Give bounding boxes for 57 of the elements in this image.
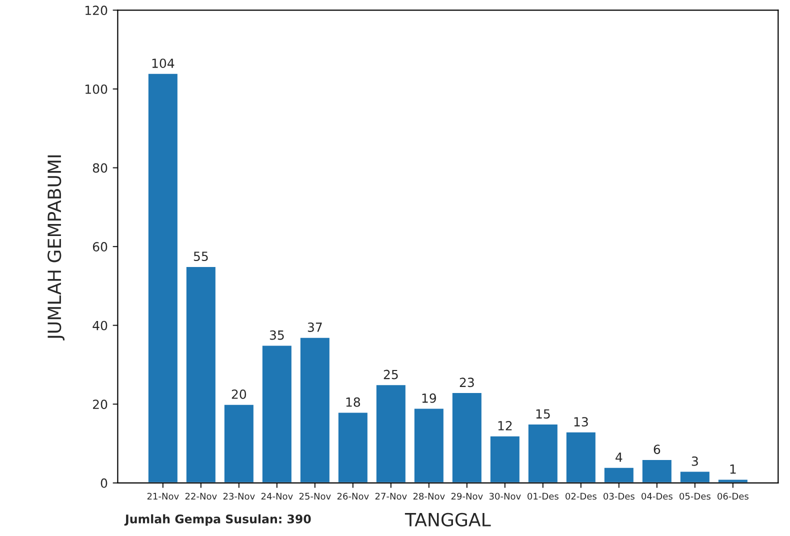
data-label: 55 xyxy=(194,252,208,262)
x-tick-label: 29-Nov xyxy=(451,492,483,500)
y-tick-label: 0 xyxy=(100,478,108,488)
bar xyxy=(223,403,255,483)
data-label: 35 xyxy=(270,330,284,340)
bar xyxy=(299,336,331,483)
data-label: 25 xyxy=(384,370,398,380)
y-tick-label: 80 xyxy=(92,163,108,173)
y-tick-label: 120 xyxy=(86,6,108,16)
data-label: 23 xyxy=(460,378,474,388)
bar xyxy=(451,392,483,483)
y-tick-label: 20 xyxy=(93,400,108,410)
x-tick-label: 06-Des xyxy=(718,492,748,500)
x-tick-label: 24-Nov xyxy=(261,492,293,500)
x-tick-label: 25-Nov xyxy=(299,492,331,500)
x-tick-label: 22-Nov xyxy=(185,492,217,500)
text: Jumlah Gempa Susulan: 390 xyxy=(124,514,311,526)
data-label: 19 xyxy=(422,393,436,403)
data-label: 1 xyxy=(730,464,736,474)
data-label: 6 xyxy=(654,444,660,454)
x-tick-label: 05-Des xyxy=(680,492,710,500)
y-tick-label: 100 xyxy=(86,84,108,94)
bar xyxy=(603,466,635,483)
y-axis-title: JUMLAH GEMPABUMI xyxy=(48,155,65,340)
data-label: 104 xyxy=(152,58,174,68)
x-tick-label: 23-Nov xyxy=(223,492,255,500)
x-tick-label: 03-Des xyxy=(604,492,634,500)
data-label: 12 xyxy=(498,421,512,430)
x-axis-title: TANGGAL xyxy=(404,512,491,526)
bar xyxy=(527,423,559,483)
bar xyxy=(489,434,521,483)
bar xyxy=(261,344,293,483)
x-tick-label: 26-Nov xyxy=(337,492,369,500)
bar xyxy=(565,431,597,483)
y-tick-label: 40 xyxy=(92,320,108,330)
x-tick-label: 21-Nov xyxy=(147,492,179,500)
x-tick-label: 28-Nov xyxy=(413,492,445,500)
data-label: 13 xyxy=(574,417,588,427)
x-tick-label: 02-Des xyxy=(566,492,596,500)
y-tick-label: 60 xyxy=(92,242,108,252)
bar xyxy=(641,458,673,483)
bar xyxy=(375,384,407,483)
data-label: 4 xyxy=(616,452,622,462)
x-tick-label: 30-Nov xyxy=(489,492,521,500)
data-label: 37 xyxy=(308,322,322,332)
bar xyxy=(337,411,369,483)
data-label: 15 xyxy=(536,409,550,419)
bar xyxy=(413,407,445,483)
data-label: 20 xyxy=(232,389,246,399)
data-label: 18 xyxy=(346,397,360,407)
bar xyxy=(147,72,179,483)
data-label: 3 xyxy=(692,456,698,466)
bar xyxy=(679,470,711,483)
x-tick-label: 04-Des xyxy=(642,492,672,500)
bar xyxy=(185,266,217,483)
x-tick-label: 27-Nov xyxy=(375,492,407,500)
x-tick-label: 01-Des xyxy=(528,492,558,500)
